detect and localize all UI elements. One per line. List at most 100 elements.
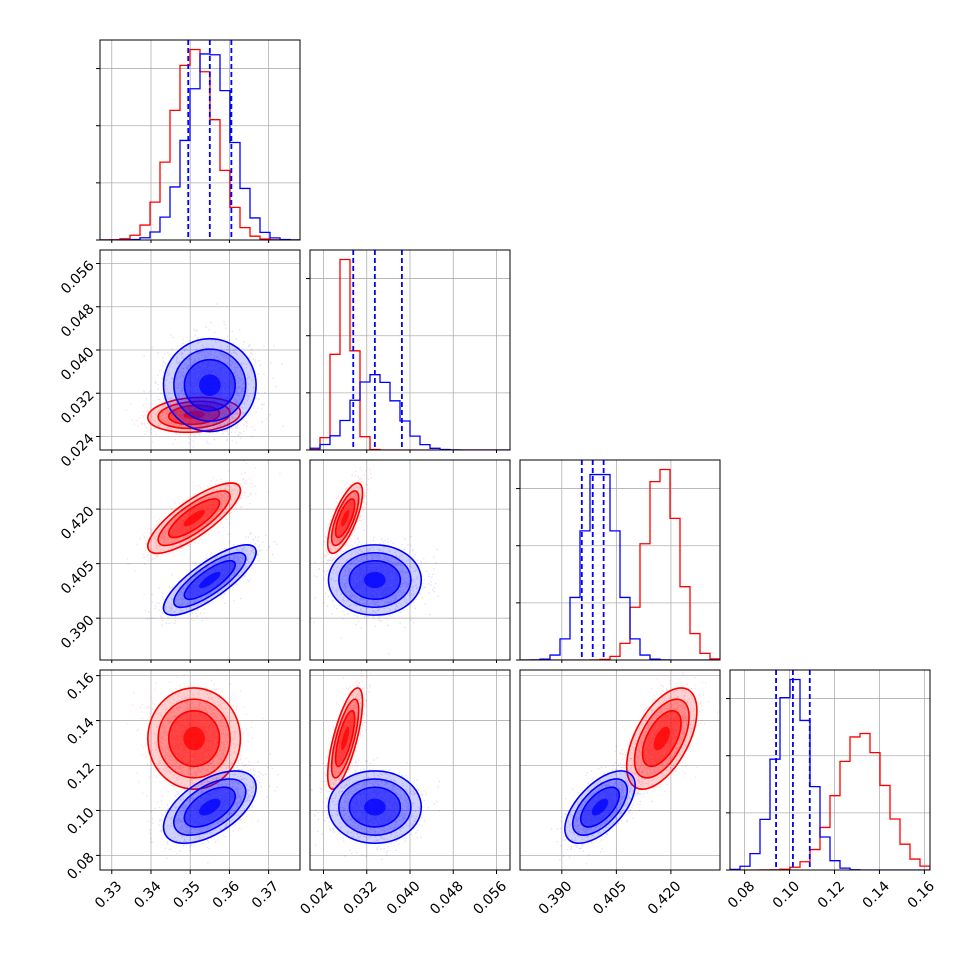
density-level	[199, 571, 221, 589]
panel-content	[310, 670, 441, 861]
grid	[310, 250, 510, 450]
contour-line	[641, 709, 682, 768]
panel-content	[550, 670, 719, 865]
x-tick-label: 0.032	[341, 878, 381, 918]
panel-0-0	[96, 39, 301, 243]
y-tick-label: 0.024	[58, 431, 98, 471]
contour-line	[327, 544, 423, 616]
contour-line	[173, 778, 247, 836]
density-level	[364, 798, 386, 816]
panel-content	[730, 670, 930, 870]
histogram-series-0	[100, 48, 300, 240]
contour-line	[326, 687, 364, 790]
grid	[310, 670, 510, 870]
histogram-series-1	[100, 53, 300, 240]
x-tick-label: 0.33	[92, 878, 125, 911]
y-tick-label: 0.08	[64, 850, 97, 883]
density-fill-series-0	[147, 483, 241, 554]
contour-line	[167, 498, 221, 539]
plot-root: 0.0240.0320.0400.0480.0560.3900.4050.420…	[58, 39, 938, 918]
contour-line	[348, 559, 402, 601]
density-fill-series-1	[163, 770, 257, 844]
x-tick-label: 0.040	[384, 878, 424, 918]
contour-line	[173, 551, 247, 609]
contour-line	[147, 687, 242, 790]
x-tick-label: 0.12	[815, 878, 848, 911]
contour-line	[330, 698, 360, 779]
x-tick-label: 0.390	[536, 878, 576, 918]
panel-frame	[309, 459, 511, 661]
contours-series-1	[162, 544, 257, 616]
contour-line	[157, 490, 231, 547]
panel-content	[108, 303, 284, 448]
contour-line	[162, 544, 257, 616]
y-tick-label: 0.12	[64, 760, 97, 793]
contour-line	[167, 709, 221, 768]
contour-line	[183, 559, 236, 601]
contour-line	[327, 770, 423, 845]
x-tick-label: 0.405	[590, 878, 630, 918]
contour-line	[162, 770, 257, 845]
contours-series-1	[162, 770, 257, 845]
contour-line	[183, 358, 236, 412]
y-tick-label: 0.10	[64, 805, 97, 838]
y-tick-label: 0.048	[58, 301, 98, 341]
contour-line	[564, 770, 636, 845]
panel-frame	[519, 459, 721, 661]
contours-series-1	[327, 770, 423, 845]
x-tick-label: 0.37	[249, 878, 282, 911]
x-tick-label: 0.08	[725, 878, 758, 911]
x-tick-label: 0.024	[297, 878, 337, 918]
contour-line	[330, 490, 360, 547]
contour-line	[334, 709, 356, 768]
panel-content	[100, 40, 300, 240]
density-level	[364, 571, 386, 589]
y-tick-label: 0.405	[58, 558, 98, 598]
y-tick-label: 0.14	[64, 715, 97, 748]
panel-frame	[309, 669, 511, 871]
x-tick-label: 0.36	[210, 878, 243, 911]
panel-2-2	[516, 459, 721, 663]
panel-2-0: 0.390 0.405 0.420	[58, 459, 301, 663]
scatter-series-1	[147, 750, 279, 864]
x-tick-label: 0.10	[770, 878, 803, 911]
contour-line	[162, 337, 257, 433]
y-tick-label: 0.056	[58, 258, 98, 298]
scatter-series-0	[108, 388, 268, 443]
contours-series-1	[162, 337, 257, 433]
y-tick-label: 0.040	[58, 344, 98, 384]
scatter-points	[108, 388, 268, 443]
panel-content	[313, 460, 439, 655]
contour-line	[173, 348, 247, 422]
y-tick-label: 0.032	[58, 388, 98, 428]
density-level	[183, 510, 205, 527]
x-tick-label: 0.16	[905, 878, 938, 911]
grid	[100, 460, 300, 660]
x-tick-label: 0.14	[860, 878, 893, 911]
y-tick-label: 0.16	[64, 670, 97, 703]
panel-frame	[99, 39, 301, 241]
panel-content	[126, 460, 281, 626]
contour-line	[334, 498, 356, 539]
density-level	[199, 374, 221, 396]
density-level	[183, 410, 205, 419]
panel-frame	[519, 669, 721, 871]
x-tick-label: 0.420	[645, 878, 685, 918]
grid	[730, 670, 930, 870]
panel-frame	[309, 249, 511, 451]
panel-frame	[99, 249, 301, 451]
histogram-series-1	[730, 678, 930, 870]
contours-series-1	[564, 770, 636, 845]
panel-frame	[729, 669, 931, 871]
grid	[100, 670, 300, 870]
contour-line	[338, 551, 412, 609]
grid	[520, 460, 720, 660]
contours-series-1	[327, 544, 423, 616]
density-level	[341, 726, 350, 751]
density-fill-series-1	[163, 544, 257, 616]
panel-3-1: 0.024 0.032 0.040 0.048 0.056	[297, 669, 511, 918]
panel-frame	[99, 669, 301, 871]
density-level	[183, 726, 205, 751]
